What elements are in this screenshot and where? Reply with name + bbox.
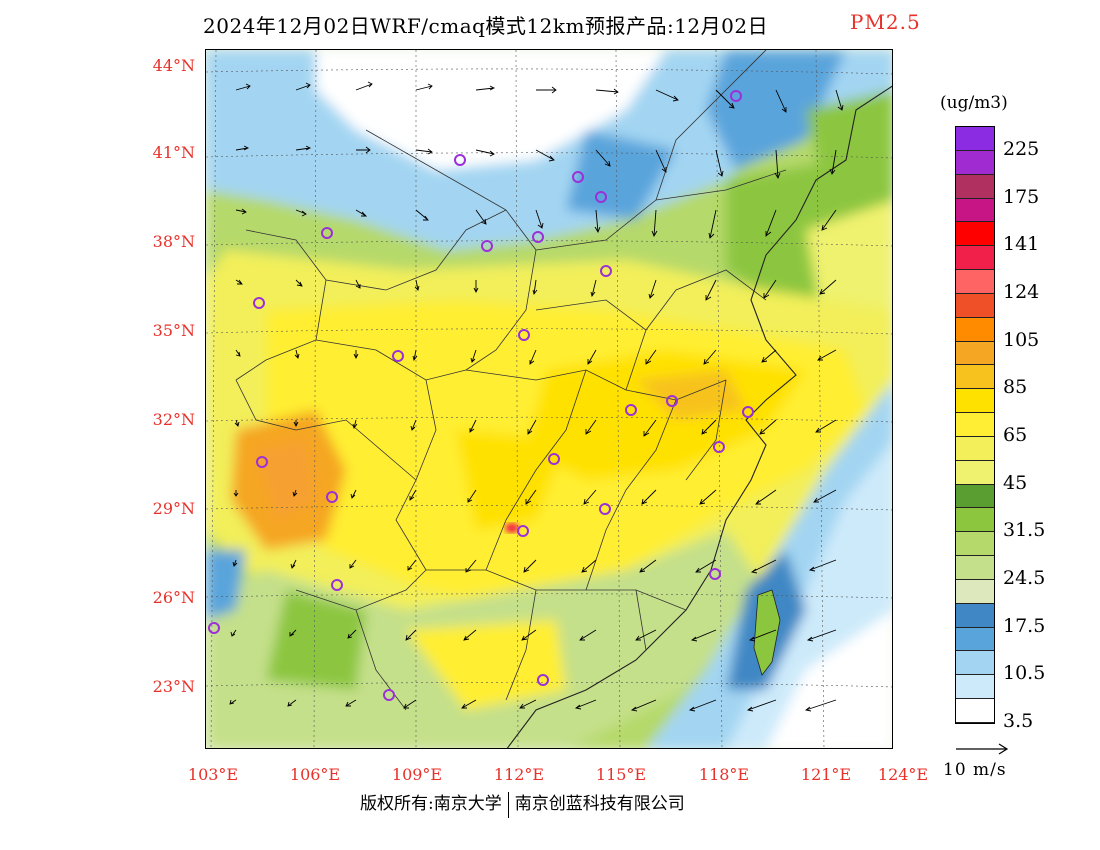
colorbar-segment bbox=[956, 484, 994, 509]
colorbar-segment bbox=[956, 413, 994, 437]
coastline bbox=[506, 85, 892, 748]
grid-lines bbox=[206, 50, 892, 748]
lat-label-32n: 32°N bbox=[152, 410, 195, 429]
concentration-field bbox=[206, 50, 892, 748]
lat-label-41n: 41°N bbox=[152, 143, 195, 162]
colorbar-segment bbox=[956, 651, 994, 676]
colorbar-label: 124 bbox=[1003, 280, 1040, 303]
station-marker bbox=[600, 265, 612, 277]
lat-label-35n: 35°N bbox=[152, 321, 195, 340]
station-marker bbox=[595, 191, 607, 203]
colorbar-label: 141 bbox=[1003, 233, 1040, 256]
province-boundaries bbox=[235, 50, 787, 711]
station-marker bbox=[392, 350, 404, 362]
colorbar-label: 31.5 bbox=[1003, 519, 1046, 542]
colorbar-segment bbox=[956, 556, 994, 580]
station-marker bbox=[208, 622, 220, 634]
copyright-company: 南京创蓝科技有限公司 bbox=[514, 794, 685, 814]
colorbar-segment bbox=[956, 389, 994, 414]
station-marker bbox=[331, 579, 343, 591]
station-marker bbox=[666, 395, 678, 407]
title-row: 2024年12月02日WRF/cmaq模式12km预报产品:12月02日 PM2… bbox=[0, 10, 1100, 40]
city-stations bbox=[208, 90, 754, 701]
colorbar-segment bbox=[956, 270, 994, 294]
station-marker bbox=[383, 689, 395, 701]
station-marker bbox=[326, 491, 338, 503]
colorbar-label: 225 bbox=[1003, 137, 1040, 160]
lon-label-121e: 121°E bbox=[800, 765, 852, 784]
station-marker bbox=[517, 525, 529, 537]
colorbar-segment bbox=[956, 150, 994, 175]
station-marker bbox=[537, 674, 549, 686]
copyright-footer: 版权所有:南京大学 南京创蓝科技有限公司 bbox=[360, 789, 685, 818]
colorbar-segment bbox=[956, 627, 994, 652]
station-marker bbox=[321, 227, 333, 239]
wind-scale-label: 10 m/s bbox=[943, 760, 1007, 780]
colorbar-segment bbox=[956, 365, 994, 390]
lon-label-103e: 103°E bbox=[187, 765, 239, 784]
colorbar-segment bbox=[956, 508, 994, 533]
station-marker bbox=[454, 154, 466, 166]
lon-label-115e: 115°E bbox=[595, 765, 647, 784]
station-marker bbox=[713, 441, 725, 453]
station-marker bbox=[742, 406, 754, 418]
colorbar-segment bbox=[956, 246, 994, 271]
colorbar-segment bbox=[956, 699, 994, 723]
pollutant-label: PM2.5 bbox=[850, 10, 921, 34]
hotspot-changsha bbox=[505, 523, 519, 533]
colorbar bbox=[955, 126, 995, 724]
legend-unit: (ug/m3) bbox=[940, 93, 1008, 113]
wind-vectors bbox=[229, 81, 844, 712]
colorbar-segment bbox=[956, 532, 994, 557]
colorbar-segment bbox=[956, 341, 994, 366]
colorbar-segment bbox=[956, 174, 994, 199]
lat-label-38n: 38°N bbox=[152, 232, 195, 251]
station-marker bbox=[599, 503, 611, 515]
lat-label-29n: 29°N bbox=[152, 499, 195, 518]
station-marker bbox=[625, 404, 637, 416]
colorbar-label: 24.5 bbox=[1003, 566, 1046, 589]
station-marker bbox=[256, 456, 268, 468]
colorbar-segment bbox=[956, 579, 994, 604]
lon-label-118e: 118°E bbox=[698, 765, 750, 784]
colorbar-label: 10.5 bbox=[1003, 662, 1046, 685]
colorbar-segment bbox=[956, 198, 994, 223]
colorbar-segment bbox=[956, 293, 994, 318]
lon-label-124e: 124°E bbox=[877, 765, 929, 784]
colorbar-segment bbox=[956, 317, 994, 342]
taiwan-island bbox=[753, 589, 781, 676]
map-title: 2024年12月02日WRF/cmaq模式12km预报产品:12月02日 bbox=[203, 14, 769, 38]
colorbar-label: 175 bbox=[1003, 185, 1040, 208]
colorbar-label: 17.5 bbox=[1003, 614, 1046, 637]
colorbar-segment bbox=[956, 436, 994, 461]
copyright-owner: 版权所有:南京大学 bbox=[360, 794, 502, 814]
colorbar-segment bbox=[956, 127, 994, 151]
station-marker bbox=[709, 568, 721, 580]
colorbar-label: 85 bbox=[1003, 376, 1028, 399]
colorbar-label: 65 bbox=[1003, 423, 1028, 446]
station-marker bbox=[532, 231, 544, 243]
station-marker bbox=[572, 171, 584, 183]
colorbar-segment bbox=[956, 603, 994, 628]
lat-label-26n: 26°N bbox=[152, 588, 195, 607]
station-marker bbox=[253, 297, 265, 309]
colorbar-segment bbox=[956, 222, 994, 247]
map-panel bbox=[205, 49, 893, 749]
pm25-concentration-map bbox=[206, 50, 892, 748]
colorbar-segment bbox=[956, 675, 994, 700]
station-marker bbox=[548, 453, 560, 465]
station-marker bbox=[518, 329, 530, 341]
lat-label-23n: 23°N bbox=[152, 677, 195, 696]
lon-label-109e: 109°E bbox=[391, 765, 443, 784]
wind-scale-arrow bbox=[956, 743, 1009, 755]
colorbar-segment bbox=[956, 460, 994, 485]
colorbar-label: 45 bbox=[1003, 471, 1028, 494]
lat-label-44n: 44°N bbox=[152, 56, 195, 75]
lon-label-106e: 106°E bbox=[289, 765, 341, 784]
colorbar-label: 3.5 bbox=[1003, 710, 1034, 732]
station-marker bbox=[481, 240, 493, 252]
lon-label-112e: 112°E bbox=[493, 765, 545, 784]
colorbar-label: 105 bbox=[1003, 328, 1040, 351]
station-marker bbox=[730, 90, 742, 102]
